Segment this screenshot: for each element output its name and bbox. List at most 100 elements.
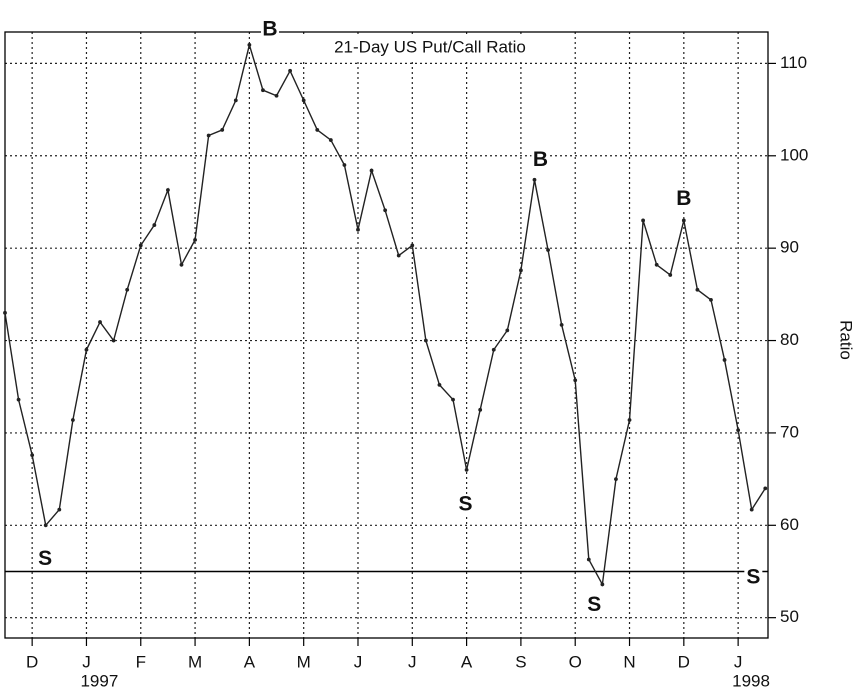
data-point xyxy=(681,218,686,223)
data-point xyxy=(532,177,537,182)
year-label: 1997 xyxy=(80,671,118,690)
data-point xyxy=(152,223,157,227)
data-point xyxy=(627,418,632,422)
annotation-bg xyxy=(674,188,693,211)
x-tick-label: J xyxy=(734,652,743,671)
x-tick-label: D xyxy=(26,652,38,671)
data-point xyxy=(328,138,333,142)
y-tick-label: 70 xyxy=(780,422,799,441)
y-tick-label: 90 xyxy=(780,238,799,257)
data-point xyxy=(519,268,523,273)
data-point xyxy=(749,507,754,512)
data-point xyxy=(505,328,510,333)
data-point xyxy=(600,582,605,587)
data-point xyxy=(546,248,550,252)
data-point xyxy=(247,43,252,47)
data-point xyxy=(220,128,225,132)
data-point xyxy=(559,322,564,327)
annotation: S xyxy=(459,493,473,516)
annotation: B xyxy=(676,187,691,210)
annotation-bg xyxy=(531,149,550,172)
annotation-bg xyxy=(261,19,280,42)
annotation-bg xyxy=(36,548,55,571)
data-point xyxy=(410,243,415,248)
data-point xyxy=(736,428,741,433)
data-point xyxy=(43,523,48,528)
data-point xyxy=(193,237,197,242)
data-point xyxy=(478,407,483,412)
data-point xyxy=(84,347,89,352)
data-point xyxy=(206,133,211,138)
x-tick-label: S xyxy=(515,652,526,671)
data-point xyxy=(695,287,700,292)
data-point xyxy=(70,418,75,422)
annotation: B xyxy=(533,148,548,171)
x-tick-label: J xyxy=(82,652,91,671)
y-tick-label: 60 xyxy=(780,515,799,534)
annotation-bg xyxy=(585,594,604,617)
data-point xyxy=(301,98,306,103)
data-point xyxy=(30,453,35,457)
data-point xyxy=(654,262,659,267)
annotation: S xyxy=(587,593,601,616)
data-point xyxy=(98,320,102,324)
x-tick-label: J xyxy=(408,652,417,671)
data-point xyxy=(179,262,184,267)
data-point xyxy=(709,297,713,302)
data-point xyxy=(274,93,279,98)
data-point xyxy=(57,507,62,512)
plot-frame xyxy=(4,31,769,639)
data-point xyxy=(233,98,238,103)
data-point xyxy=(356,227,360,232)
data-point xyxy=(125,287,130,292)
data-point xyxy=(138,243,143,248)
x-tick-label: N xyxy=(623,652,635,671)
y-tick-label: 80 xyxy=(780,330,799,349)
annotation-bg xyxy=(744,566,763,589)
annotation: S xyxy=(746,566,760,589)
y-tick-label: 100 xyxy=(780,145,808,164)
y-tick-label: 50 xyxy=(780,607,799,626)
data-point xyxy=(383,208,388,213)
x-tick-label: O xyxy=(569,652,582,671)
x-tick-label: J xyxy=(354,652,363,671)
data-point xyxy=(614,477,618,482)
x-tick-label: A xyxy=(244,652,256,671)
chart-title: 21-Day US Put/Call Ratio xyxy=(334,37,526,56)
year-label: 1998 xyxy=(732,671,770,690)
data-point xyxy=(722,358,727,362)
data-line xyxy=(4,42,766,587)
data-point xyxy=(586,557,591,562)
data-point xyxy=(111,338,116,343)
x-tick-label: F xyxy=(136,652,146,671)
data-point xyxy=(491,347,496,352)
data-point xyxy=(437,382,442,387)
data-point xyxy=(763,486,768,491)
data-point xyxy=(3,310,7,315)
data-point xyxy=(315,128,320,132)
data-point xyxy=(396,253,401,258)
data-point xyxy=(641,218,645,223)
data-point xyxy=(288,68,293,73)
data-point xyxy=(423,338,428,343)
data-point xyxy=(464,467,469,472)
annotation-bg xyxy=(456,493,475,516)
data-point xyxy=(369,168,374,173)
data-point xyxy=(16,397,21,402)
y-tick-label: 110 xyxy=(780,53,807,72)
data-point xyxy=(451,397,455,402)
annotation: S xyxy=(38,547,52,570)
title-bg xyxy=(300,36,560,60)
data-point xyxy=(166,188,170,192)
data-point xyxy=(668,273,673,277)
x-tick-label: D xyxy=(678,652,690,671)
annotation: B xyxy=(262,18,277,41)
data-point xyxy=(261,88,265,93)
x-tick-label: M xyxy=(297,652,311,671)
y-axis-label: Ratio xyxy=(837,320,856,360)
x-tick-label: M xyxy=(188,652,202,671)
data-point xyxy=(342,163,347,167)
data-point xyxy=(573,378,578,383)
x-tick-label: A xyxy=(461,652,473,671)
